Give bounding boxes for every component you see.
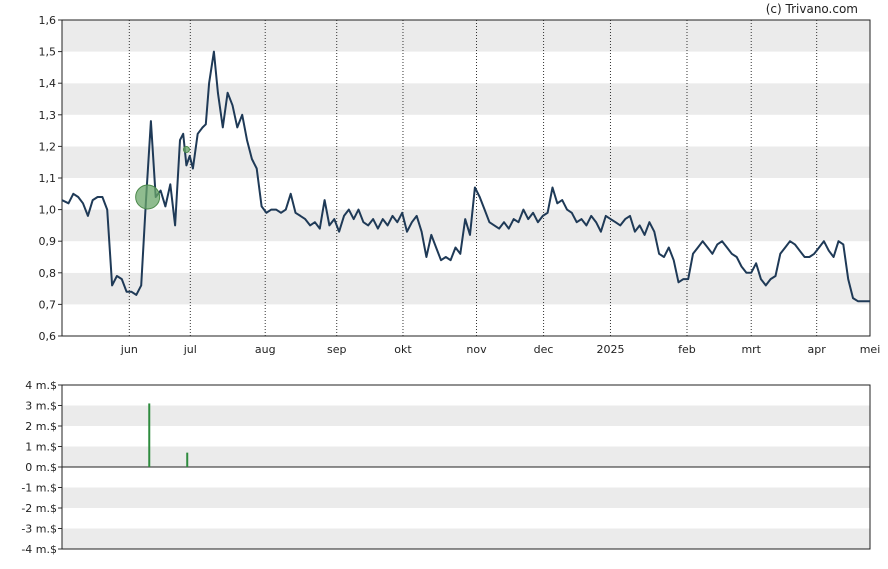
price-line [61, 50, 870, 303]
x-tick-label: mei [860, 343, 881, 356]
x-tick-label: 2025 [596, 343, 624, 356]
x-tick-label: mrt [741, 343, 761, 356]
grid-band [62, 146, 870, 178]
grid-band [62, 446, 870, 467]
x-tick-label: feb [678, 343, 696, 356]
grid-band [62, 528, 870, 549]
grid-band [62, 51, 870, 84]
x-tick-label: dec [534, 343, 554, 356]
y-tick-label: 1,5 [39, 46, 57, 59]
x-tick-label: aug [255, 343, 276, 356]
grid-band [62, 426, 870, 447]
grid-band [62, 209, 870, 242]
x-tick-label: okt [394, 343, 412, 356]
y-tick-label: 1 m.$ [25, 441, 57, 454]
grid-band [62, 20, 870, 52]
grid-band [62, 272, 870, 305]
grid-band [62, 405, 870, 426]
x-tick-label: jul [183, 343, 197, 356]
volume-bar [148, 403, 151, 467]
y-tick-label: 1,3 [39, 109, 57, 122]
y-tick-label: 0 m.$ [25, 461, 57, 474]
event-marker [182, 146, 190, 154]
y-tick-label: 3 m.$ [25, 400, 57, 413]
grid-band [62, 83, 870, 115]
grid-band [62, 487, 870, 508]
grid-band [62, 467, 870, 488]
event-marker [135, 184, 161, 210]
plot-frame [61, 384, 871, 550]
y-tick-label: -3 m.$ [21, 523, 57, 536]
y-tick-label: 0,6 [39, 330, 57, 343]
y-tick-label: 0,9 [39, 235, 57, 248]
grid-band [62, 304, 870, 336]
y-tick-label: 1,6 [39, 14, 57, 27]
y-tick-label: -4 m.$ [21, 543, 57, 556]
grid-band [62, 385, 870, 406]
y-tick-label: 2 m.$ [25, 420, 57, 433]
y-tick-label: 1,4 [39, 77, 57, 90]
grid-band [62, 178, 870, 210]
volume-bar [186, 452, 189, 467]
grid-band [62, 508, 870, 529]
credit-label: (c) Trivano.com [766, 2, 858, 16]
x-tick-label: jun [120, 343, 138, 356]
y-tick-label: 4 m.$ [25, 379, 57, 392]
plot-frame [61, 19, 871, 337]
grid-band [62, 241, 870, 273]
x-tick-label: sep [327, 343, 346, 356]
y-tick-label: 1,1 [39, 172, 57, 185]
y-tick-label: 0,7 [39, 298, 57, 311]
y-tick-label: -2 m.$ [21, 502, 57, 515]
x-tick-label: apr [808, 343, 827, 356]
y-tick-label: 1,0 [39, 204, 57, 217]
y-tick-label: 1,2 [39, 140, 57, 153]
y-tick-label: -1 m.$ [21, 482, 57, 495]
x-tick-label: nov [466, 343, 487, 356]
y-tick-label: 0,8 [39, 267, 57, 280]
